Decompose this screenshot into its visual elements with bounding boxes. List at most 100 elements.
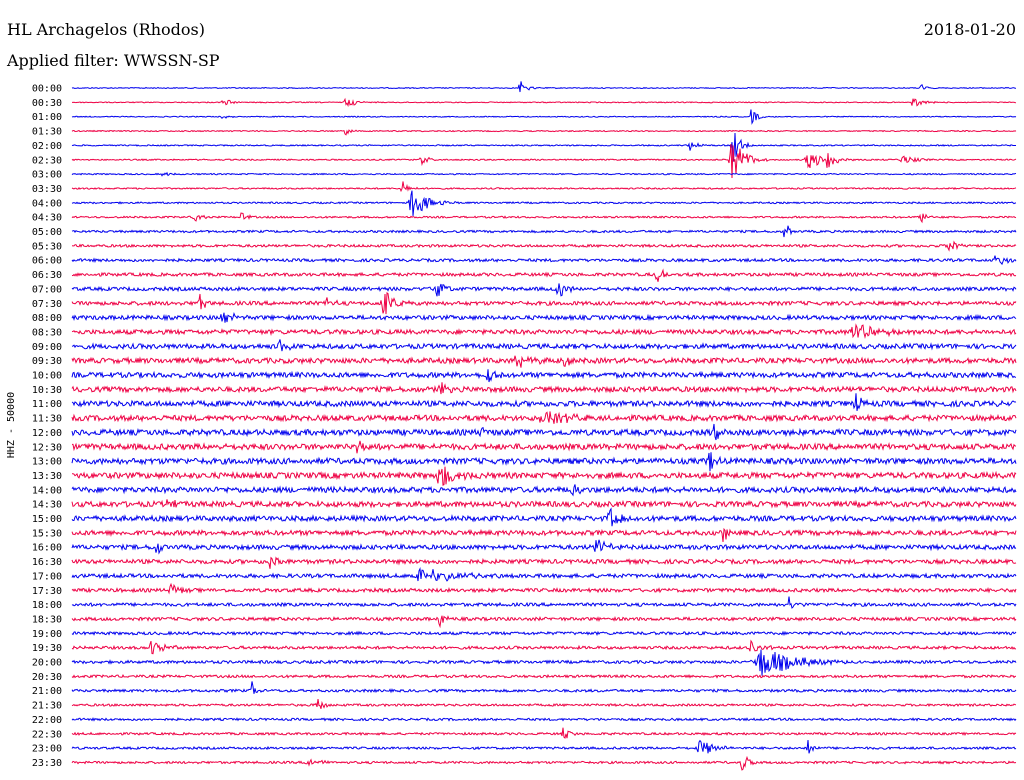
trace-line — [71, 181, 1017, 193]
tick-label: 17:00 — [32, 571, 62, 582]
trace-line — [71, 323, 1017, 339]
trace-line — [71, 499, 1017, 509]
tick-label: 00:00 — [32, 84, 62, 95]
tick-label: 23:30 — [32, 758, 62, 769]
trace-line — [71, 582, 1017, 595]
tick-label: 14:00 — [32, 485, 62, 496]
tick-label: 17:30 — [32, 586, 62, 597]
trace-line — [71, 190, 1017, 216]
tick-label: 16:00 — [32, 543, 62, 554]
tick-label: 12:00 — [32, 428, 62, 439]
trace-line — [71, 411, 1017, 424]
trace-line — [71, 129, 1017, 136]
trace-line — [71, 109, 1017, 125]
trace-line — [71, 556, 1017, 569]
trace-line — [71, 240, 1017, 252]
trace-line — [71, 268, 1017, 282]
tick-label: 13:30 — [32, 471, 62, 482]
tick-label: 19:30 — [32, 643, 62, 654]
tick-label: 08:30 — [32, 327, 62, 338]
tick-label: 09:00 — [32, 342, 62, 353]
trace-line — [71, 132, 1016, 162]
tick-label: 11:30 — [32, 414, 62, 425]
trace-line — [72, 440, 1017, 454]
tick-label: 18:00 — [32, 600, 62, 611]
tick-label: 21:30 — [32, 701, 62, 712]
tick-label: 15:00 — [32, 514, 62, 525]
trace-line — [71, 283, 1017, 297]
trace-line — [71, 81, 1017, 93]
trace-line — [71, 255, 1017, 266]
tick-label: 21:00 — [32, 686, 62, 697]
trace-line — [71, 727, 1017, 739]
trace-line — [71, 423, 1017, 441]
tick-label: 20:00 — [32, 658, 62, 669]
tick-label: 15:30 — [32, 528, 62, 539]
tick-label: 11:00 — [32, 399, 62, 410]
trace-line — [71, 639, 1017, 655]
trace-line — [71, 566, 1017, 582]
tick-label: 03:00 — [32, 170, 62, 181]
trace-line — [71, 527, 1017, 543]
y-axis-label: HHZ - 50000 — [6, 392, 17, 458]
tick-label: 18:30 — [32, 614, 62, 625]
tick-label: 04:00 — [32, 198, 62, 209]
tick-label: 10:00 — [32, 371, 62, 382]
trace-line — [71, 717, 1017, 722]
trace-line — [71, 143, 1017, 179]
tick-label: 07:00 — [32, 284, 62, 295]
tick-label: 22:30 — [32, 729, 62, 740]
trace-line — [71, 755, 1017, 771]
trace-line — [71, 630, 1017, 637]
seismic-traces — [71, 81, 1017, 771]
trace-line — [71, 339, 1017, 352]
station-title: HL Archagelos (Rhodos) — [7, 20, 205, 39]
tick-label: 05:00 — [32, 227, 62, 238]
tick-label: 16:30 — [32, 557, 62, 568]
trace-line — [71, 369, 1017, 383]
trace-line — [71, 649, 1017, 676]
tick-label: 02:30 — [32, 155, 62, 166]
trace-line — [71, 171, 1017, 177]
tick-label: 08:00 — [32, 313, 62, 324]
trace-line — [71, 681, 1017, 694]
tick-label: 00:30 — [32, 98, 62, 109]
tick-label: 13:00 — [32, 457, 62, 468]
tick-label: 19:00 — [32, 629, 62, 640]
trace-line — [71, 312, 1017, 323]
trace-line — [71, 355, 1017, 368]
trace-line — [71, 596, 1017, 609]
tick-label: 14:30 — [32, 500, 62, 511]
tick-label: 20:30 — [32, 672, 62, 683]
tick-label: 04:30 — [32, 213, 62, 224]
trace-line — [71, 615, 1017, 629]
tick-label: 09:30 — [32, 356, 62, 367]
tick-label: 03:30 — [32, 184, 62, 195]
trace-line — [71, 739, 1017, 754]
trace-line — [71, 212, 1017, 224]
tick-label: 22:00 — [32, 715, 62, 726]
tick-label: 05:30 — [32, 241, 62, 252]
trace-line — [71, 225, 1017, 238]
tick-label: 01:30 — [32, 127, 62, 138]
trace-line — [71, 393, 1017, 411]
trace-line — [72, 97, 1017, 108]
tick-label: 06:00 — [32, 256, 62, 267]
date-label: 2018-01-20 — [924, 20, 1016, 39]
tick-label: 06:30 — [32, 270, 62, 281]
trace-line — [71, 382, 1017, 395]
trace-line — [71, 292, 1017, 315]
trace-line — [72, 466, 1017, 486]
trace-line — [71, 507, 1017, 527]
trace-line — [71, 673, 1017, 679]
trace-line — [71, 484, 1017, 497]
tick-label: 12:30 — [32, 442, 62, 453]
tick-label: 10:30 — [32, 385, 62, 396]
time-tick-labels: 00:00 00:30 01:00 01:30 02:00 02:30 03:00 03:30… — [32, 84, 62, 769]
filter-label: Applied filter: WWSSN-SP — [6, 51, 220, 70]
tick-label: 23:00 — [32, 744, 62, 755]
tick-label: 07:30 — [32, 299, 62, 310]
trace-line — [71, 539, 1017, 555]
tick-label: 01:00 — [32, 112, 62, 123]
